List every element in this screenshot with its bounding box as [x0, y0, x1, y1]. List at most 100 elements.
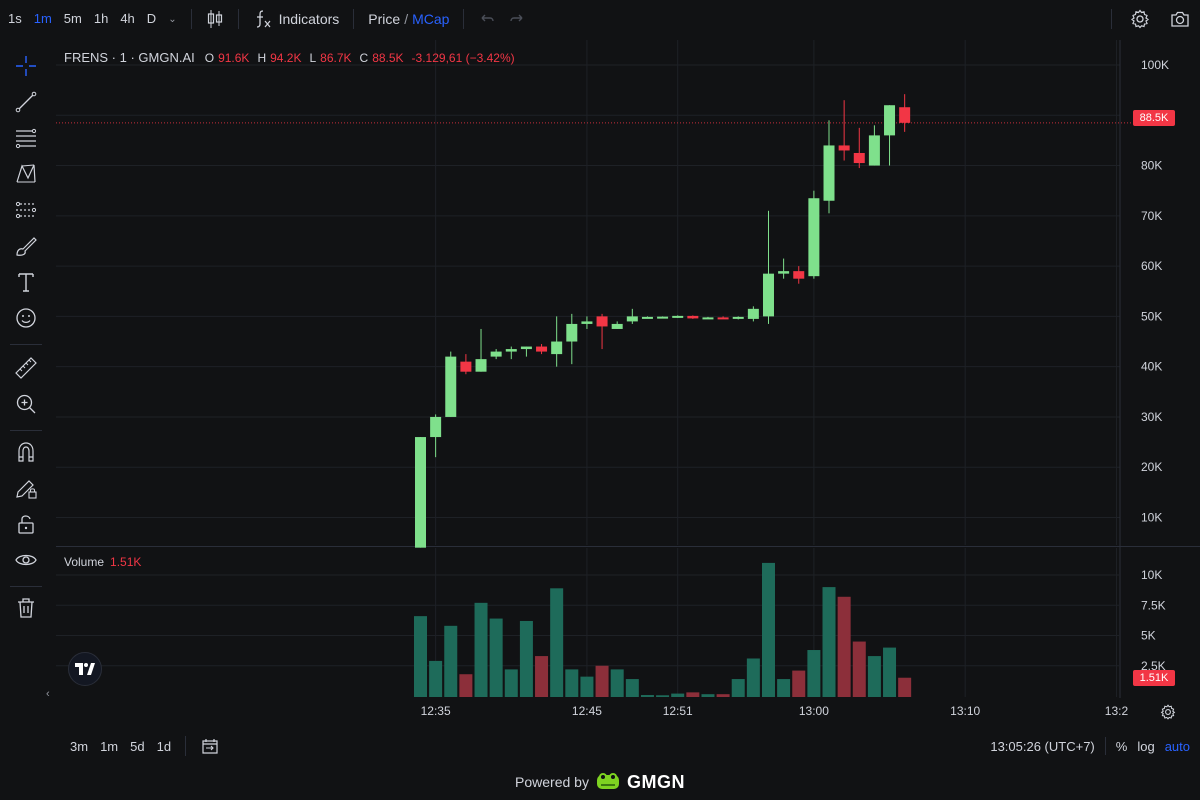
crosshair-tool[interactable]: [12, 52, 40, 80]
volume-bar: [656, 695, 670, 697]
volume-bar: [883, 647, 897, 697]
toolbar-divider: [10, 586, 42, 587]
lock-all-tool[interactable]: [12, 510, 40, 538]
candle-body: [460, 361, 472, 372]
range-1d[interactable]: 1d: [156, 738, 172, 754]
lock-drawing-tool[interactable]: [12, 474, 40, 502]
zoom-tool[interactable]: [12, 390, 40, 418]
volume-bar: [822, 587, 836, 697]
mcap-label[interactable]: MCap: [412, 11, 450, 27]
volume-bar: [459, 674, 473, 697]
candle-body: [641, 316, 653, 319]
magnet-tool[interactable]: [12, 438, 40, 466]
collapse-toolbar-chevron-icon[interactable]: ‹: [46, 688, 50, 700]
price-axis-label: 40K: [1141, 360, 1162, 374]
candle-body: [505, 349, 517, 352]
price-mcap-separator: /: [404, 11, 409, 27]
timeframe-1s[interactable]: 1s: [8, 11, 22, 26]
candle-body: [762, 273, 774, 317]
clock-timezone[interactable]: 13:05:26 (UTC+7): [990, 738, 1095, 754]
candle-body: [778, 271, 790, 274]
candle-body: [566, 323, 578, 342]
chart-type-button[interactable]: [200, 0, 230, 38]
candle-body: [536, 346, 548, 352]
candle-body: [490, 351, 502, 357]
candle-body: [520, 346, 532, 350]
timeframe-5m[interactable]: 5m: [63, 11, 82, 26]
emoji-tool[interactable]: [12, 304, 40, 332]
tradingview-logo-icon: [75, 663, 95, 675]
indicators-button[interactable]: Indicators: [247, 0, 346, 38]
volume-label[interactable]: Volume: [64, 555, 105, 569]
price-axis-label: 80K: [1141, 159, 1162, 173]
symbol-title[interactable]: FRENS · 1 · GMGN.AI: [64, 50, 195, 65]
screenshot-button[interactable]: [1160, 0, 1200, 38]
timeframe-1h[interactable]: 1h: [93, 11, 109, 26]
axis-settings-button[interactable]: [1160, 704, 1176, 725]
candle-body: [581, 321, 593, 324]
legend-close-key: C: [359, 50, 369, 65]
log-scale-toggle[interactable]: log: [1137, 738, 1155, 754]
timeframe-4h[interactable]: 4h: [120, 11, 135, 26]
toolbar-divider: [1111, 9, 1112, 29]
timeframe-D[interactable]: D: [146, 11, 157, 26]
time-axis-label: 12:51: [663, 704, 693, 718]
timeframe-dropdown-chevron-icon[interactable]: ⌄: [168, 13, 177, 25]
volume-bar: [565, 669, 579, 697]
fib-tool[interactable]: [12, 124, 40, 152]
candle-body: [838, 145, 850, 151]
tradingview-logo[interactable]: [68, 652, 102, 686]
price-label[interactable]: Price: [368, 11, 401, 27]
prediction-tool[interactable]: [12, 196, 40, 224]
gmgn-brand[interactable]: GMGN: [626, 771, 685, 792]
legend-low-value: 86.7K: [320, 50, 352, 65]
candle-body: [899, 107, 911, 123]
candle-body: [702, 317, 714, 320]
timeframe-1m[interactable]: 1m: [33, 11, 52, 26]
text-tool[interactable]: [12, 268, 40, 296]
percent-scale-toggle[interactable]: %: [1115, 738, 1128, 754]
range-3m[interactable]: 3m: [70, 738, 89, 754]
undo-button[interactable]: [472, 0, 502, 38]
legend-open-value: 91.6K: [218, 50, 250, 65]
last-volume-tag: 1.51K: [1133, 670, 1175, 686]
volume-bar: [519, 620, 533, 697]
price-mcap-toggle[interactable]: Price / MCap: [362, 0, 455, 38]
remove-drawings-tool[interactable]: [12, 594, 40, 622]
auto-scale-toggle[interactable]: auto: [1164, 738, 1190, 754]
legend-open-key: O: [204, 50, 215, 65]
brush-tool[interactable]: [12, 232, 40, 260]
settings-button[interactable]: [1120, 0, 1160, 38]
redo-button[interactable]: [502, 0, 532, 38]
volume-bar: [807, 650, 821, 697]
range-1m[interactable]: 1m: [100, 738, 119, 754]
visibility-tool[interactable]: [12, 546, 40, 574]
candle-body: [445, 356, 457, 417]
candle-body: [672, 315, 684, 318]
time-axis-label: 13:2: [1105, 704, 1129, 718]
price-axis-label: 10K: [1141, 511, 1162, 525]
price-axis-label: 60K: [1141, 259, 1162, 273]
ruler-icon: [15, 357, 37, 379]
top-toolbar: 1s 1m 5m 1h 4h D ⌄ Indicators Price / MC…: [0, 0, 1200, 38]
trend-line-tool[interactable]: [12, 88, 40, 116]
price-axis-label: 70K: [1141, 209, 1162, 223]
measure-tool[interactable]: [12, 354, 40, 382]
volume-bar: [444, 625, 458, 697]
volume-bar: [686, 692, 700, 697]
volume-axis-label: 5K: [1141, 629, 1156, 643]
price-axis-label: 50K: [1141, 309, 1162, 323]
powered-by-text: Powered by: [515, 774, 589, 790]
toolbar-divider: [185, 736, 187, 756]
volume-axis-label: 10K: [1141, 568, 1162, 582]
pencil-lock-icon: [16, 480, 37, 499]
range-5d[interactable]: 5d: [130, 738, 145, 754]
go-to-date-button[interactable]: [194, 732, 226, 760]
candle-body: [793, 271, 805, 279]
candle-body: [657, 316, 669, 319]
time-axis-label: 13:00: [799, 704, 829, 718]
pattern-tool[interactable]: [12, 160, 40, 188]
bottom-toolbar: 3m 1m 5d 1d 13:05:26 (UTC+7) % log auto: [0, 732, 1200, 760]
candle-body: [747, 308, 759, 319]
